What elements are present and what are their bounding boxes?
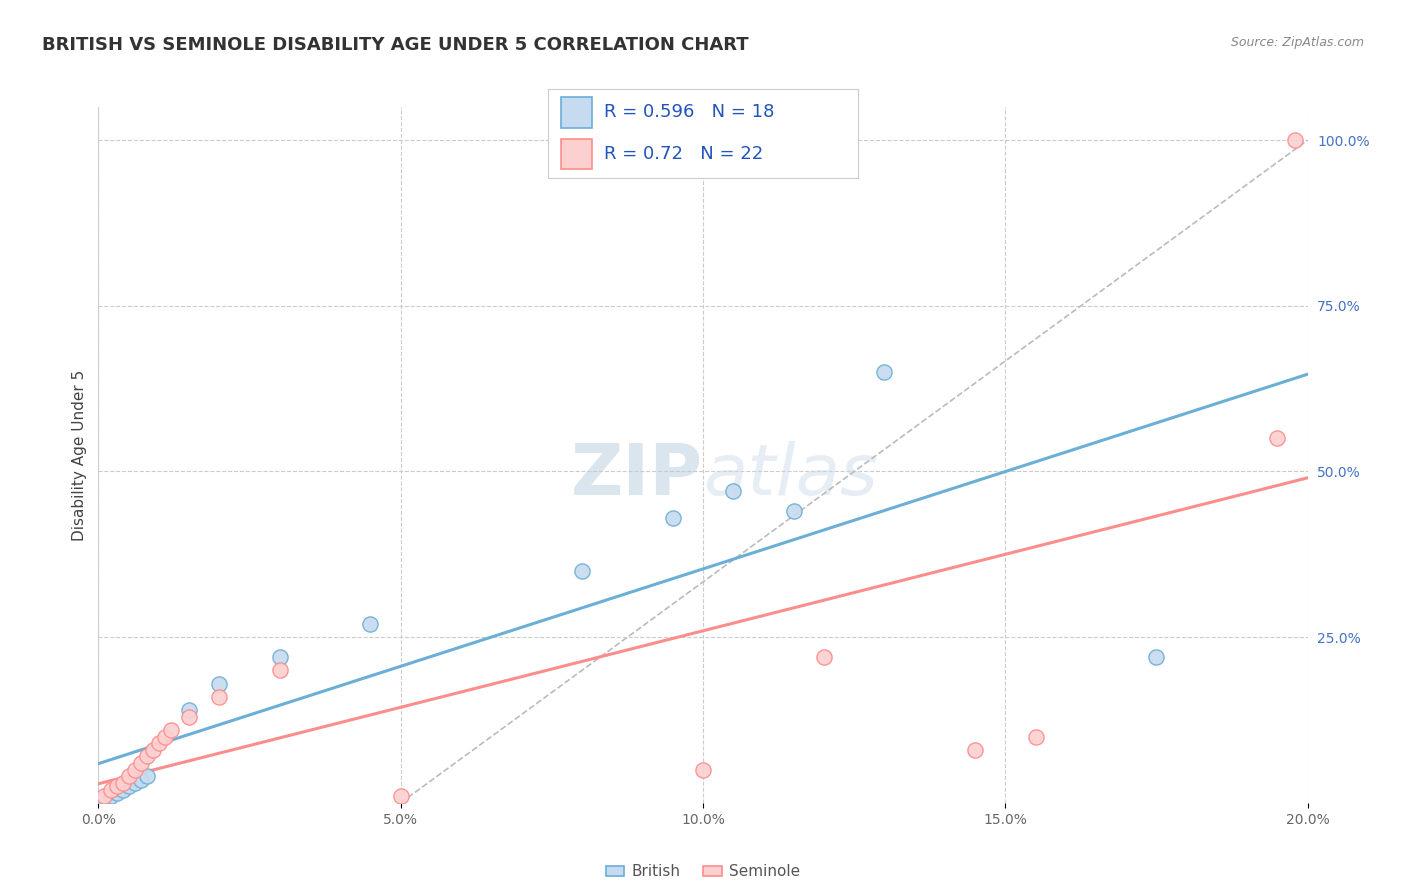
Point: [93, 792, 115, 806]
Point: [1024, 730, 1046, 744]
Point: [389, 789, 412, 804]
Text: ZIP: ZIP: [571, 442, 703, 510]
Legend: British, Seminole: British, Seminole: [599, 858, 807, 886]
Point: [692, 763, 714, 777]
Point: [1284, 133, 1306, 147]
Point: [208, 690, 231, 704]
Text: atlas: atlas: [703, 442, 877, 510]
Point: [118, 769, 141, 783]
FancyBboxPatch shape: [561, 139, 592, 169]
Point: [360, 616, 382, 631]
Text: R = 0.72   N = 22: R = 0.72 N = 22: [605, 145, 763, 163]
Point: [129, 772, 152, 787]
Y-axis label: Disability Age Under 5: Disability Age Under 5: [72, 369, 87, 541]
FancyBboxPatch shape: [561, 97, 592, 128]
Point: [723, 484, 745, 499]
Point: [142, 743, 165, 757]
Point: [179, 703, 201, 717]
Point: [873, 365, 896, 379]
Point: [269, 650, 291, 665]
Point: [208, 676, 231, 690]
Point: [111, 782, 134, 797]
Point: [1267, 431, 1289, 445]
Point: [160, 723, 183, 737]
Point: [105, 779, 128, 793]
Point: [135, 769, 157, 783]
Point: [148, 736, 170, 750]
Point: [124, 763, 146, 777]
Point: [100, 782, 122, 797]
Point: [129, 756, 152, 770]
Point: [179, 709, 201, 723]
Point: [1146, 650, 1168, 665]
Point: [783, 504, 806, 518]
Point: [269, 663, 291, 677]
Text: BRITISH VS SEMINOLE DISABILITY AGE UNDER 5 CORRELATION CHART: BRITISH VS SEMINOLE DISABILITY AGE UNDER…: [42, 36, 749, 54]
Point: [93, 789, 115, 804]
Point: [571, 564, 593, 578]
Point: [118, 779, 141, 793]
Text: Source: ZipAtlas.com: Source: ZipAtlas.com: [1230, 36, 1364, 49]
Point: [105, 786, 128, 800]
Point: [135, 749, 157, 764]
Point: [813, 650, 835, 665]
Point: [965, 743, 987, 757]
Point: [100, 789, 122, 804]
Point: [124, 776, 146, 790]
Text: R = 0.596   N = 18: R = 0.596 N = 18: [605, 103, 775, 121]
Point: [153, 730, 176, 744]
Point: [662, 511, 685, 525]
Point: [111, 776, 134, 790]
